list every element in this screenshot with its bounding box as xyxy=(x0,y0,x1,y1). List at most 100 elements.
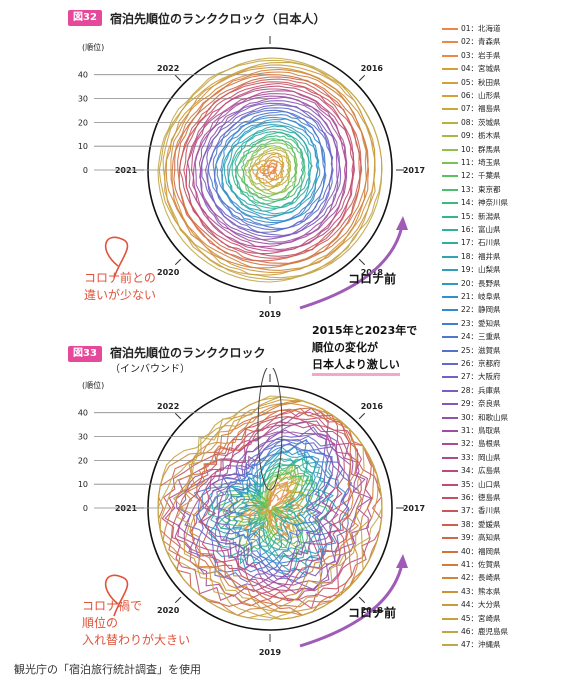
angular-label: 2017 xyxy=(403,504,425,513)
series-line xyxy=(157,400,360,616)
series-line xyxy=(190,88,356,252)
legend-item: 05：秋田県 xyxy=(442,78,501,88)
series-line xyxy=(201,424,373,592)
legend-label: 30：和歌山県 xyxy=(461,412,509,422)
angular-label: 2023 / 2015 xyxy=(243,368,296,369)
legend-label: 21：岐阜県 xyxy=(461,292,501,301)
legend-label: 04：宮城県 xyxy=(461,64,501,74)
annotation-line: コロナ前との xyxy=(84,271,156,285)
legend-swatch xyxy=(442,68,458,71)
radial-tick-label: 30 xyxy=(78,95,88,104)
angular-label: 2023 / 2015 xyxy=(243,30,296,31)
series-line xyxy=(227,128,312,212)
legend-item: 25：滋賀県 xyxy=(442,346,501,356)
legend-item: 07：福島県 xyxy=(442,104,501,114)
trend-arrowhead xyxy=(396,554,408,568)
legend-label: 15：新潟県 xyxy=(461,211,501,221)
legend-label: 25：滋賀県 xyxy=(461,345,501,355)
radial-tick-label: 20 xyxy=(78,118,88,127)
series-line xyxy=(221,121,319,219)
legend-swatch xyxy=(442,644,458,647)
legend-swatch xyxy=(442,108,458,111)
series-line xyxy=(198,95,348,245)
annotation-right: コロナ前 xyxy=(348,606,397,620)
legend-label: 34：広島県 xyxy=(461,466,501,476)
legend-label: 35：山口県 xyxy=(461,479,501,489)
legend-item: 29：奈良県 xyxy=(442,399,501,409)
legend-swatch xyxy=(442,255,458,258)
series-line xyxy=(177,74,370,266)
legend-swatch xyxy=(442,604,458,607)
angular-label: 2017 xyxy=(403,166,425,175)
legend-label: 16：富山県 xyxy=(461,225,501,234)
legend-swatch xyxy=(442,229,458,231)
legend-item: 15：新潟県 xyxy=(442,212,501,222)
series-line xyxy=(157,395,383,621)
legend-label: 41：佐賀県 xyxy=(461,560,501,569)
legend-item: 40：福岡県 xyxy=(442,547,501,557)
legend-label: 13：東京都 xyxy=(461,184,501,194)
series-line xyxy=(208,451,314,571)
series-line xyxy=(261,159,285,181)
series-line xyxy=(215,118,319,222)
legend-swatch xyxy=(442,497,458,499)
figure-subtitle: （インバウンド） xyxy=(110,364,190,375)
angular-label: 2016 xyxy=(361,402,384,411)
legend-label: 38：愛媛県 xyxy=(461,519,501,529)
series-line xyxy=(234,131,313,209)
legend-swatch xyxy=(442,349,458,352)
legend-swatch xyxy=(442,215,458,218)
radial-tick-label: 30 xyxy=(78,433,88,442)
clock-tick xyxy=(174,412,182,420)
figure-title: 宿泊先順位のランククロック（日本人） xyxy=(110,12,326,26)
source-note: 観光庁の「宿泊旅行統計調査」を使用 xyxy=(14,663,201,676)
series-line xyxy=(183,81,363,259)
legend-swatch xyxy=(442,617,458,620)
legend-item: 03：岩手県 xyxy=(442,51,501,61)
legend-swatch xyxy=(442,309,458,312)
angular-label: 2021 xyxy=(115,504,138,513)
series-line xyxy=(196,415,383,601)
radial-tick-label: 0 xyxy=(83,504,88,513)
legend-item: 21：岐阜県 xyxy=(442,292,501,302)
legend-item: 16：富山県 xyxy=(442,225,501,235)
radial-tick-label: 10 xyxy=(78,480,88,489)
series-line xyxy=(186,90,347,251)
legend-item: 26：京都府 xyxy=(442,359,501,369)
legend-label: 06：山形県 xyxy=(461,91,501,100)
angular-label: 2021 xyxy=(115,166,138,175)
legend-item: 32：島根県 xyxy=(442,439,501,449)
legend-label: 22：静岡県 xyxy=(461,305,501,315)
legend-label: 44：大分県 xyxy=(461,600,501,610)
legend-item: 23：愛知県 xyxy=(442,319,501,329)
legend-swatch xyxy=(442,523,458,526)
legend-swatch xyxy=(442,430,458,432)
legend-item: 36：徳島県 xyxy=(442,493,501,503)
legend-swatch xyxy=(442,389,458,392)
figure-tag: 図32 xyxy=(68,10,102,26)
series-line xyxy=(220,116,327,224)
legend-item: 04：宮城県 xyxy=(442,64,501,74)
series-line xyxy=(208,445,332,570)
legend-swatch xyxy=(442,470,458,473)
series-line xyxy=(219,458,315,559)
series-line xyxy=(186,408,383,608)
legend-item: 10：群馬県 xyxy=(442,145,501,155)
legend-item: 35：山口県 xyxy=(442,480,501,490)
legend-label: 12：千葉県 xyxy=(461,171,501,181)
legend-label: 03：岩手県 xyxy=(461,50,501,60)
legend-item: 09：栃木県 xyxy=(442,131,501,141)
angular-label: 2022 xyxy=(157,402,179,411)
legend-item: 39：高知県 xyxy=(442,533,501,543)
clock-tick xyxy=(358,412,366,420)
clock-tick xyxy=(174,74,182,82)
series-line xyxy=(235,135,305,205)
legend-label: 18：福井県 xyxy=(461,251,501,261)
legend-label: 14：神奈川県 xyxy=(461,198,509,208)
legend-item: 30：和歌山県 xyxy=(442,413,508,423)
legend-label: 02：青森県 xyxy=(461,37,501,47)
legend-label: 40：福岡県 xyxy=(461,546,501,556)
series-line xyxy=(243,464,335,551)
legend-swatch xyxy=(442,282,458,285)
series-line xyxy=(174,416,363,604)
